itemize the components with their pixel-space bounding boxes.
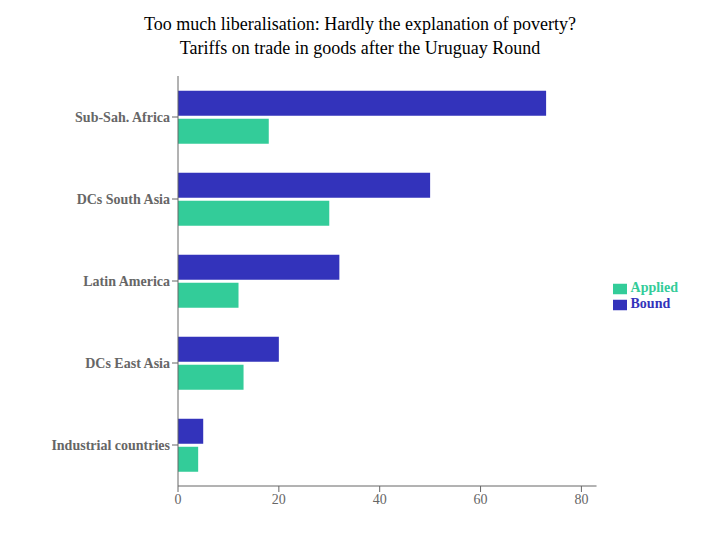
svg-text:60: 60 (474, 492, 488, 507)
svg-text:DCs South Asia: DCs South Asia (77, 192, 170, 207)
svg-text:Latin America: Latin America (83, 274, 170, 289)
html-text:Applied: Applied (630, 280, 678, 295)
svg-text:0: 0 (175, 492, 182, 507)
svg-text:80: 80 (574, 492, 588, 507)
svg-text:Sub-Sah. Africa: Sub-Sah. Africa (75, 110, 170, 125)
html-text:Tariffs on trade in goods afte: Tariffs on trade in goods after the Urug… (179, 38, 541, 58)
svg-text:20: 20 (272, 492, 286, 507)
svg-text:DCs East Asia: DCs East Asia (85, 356, 170, 371)
html-text:Too much liberalisation: Hardl: Too much liberalisation: Hardly the expl… (143, 14, 577, 34)
svg-text:40: 40 (373, 492, 387, 507)
html-text:Bound: Bound (630, 296, 671, 311)
svg-text:Industrial countries: Industrial countries (51, 438, 170, 453)
